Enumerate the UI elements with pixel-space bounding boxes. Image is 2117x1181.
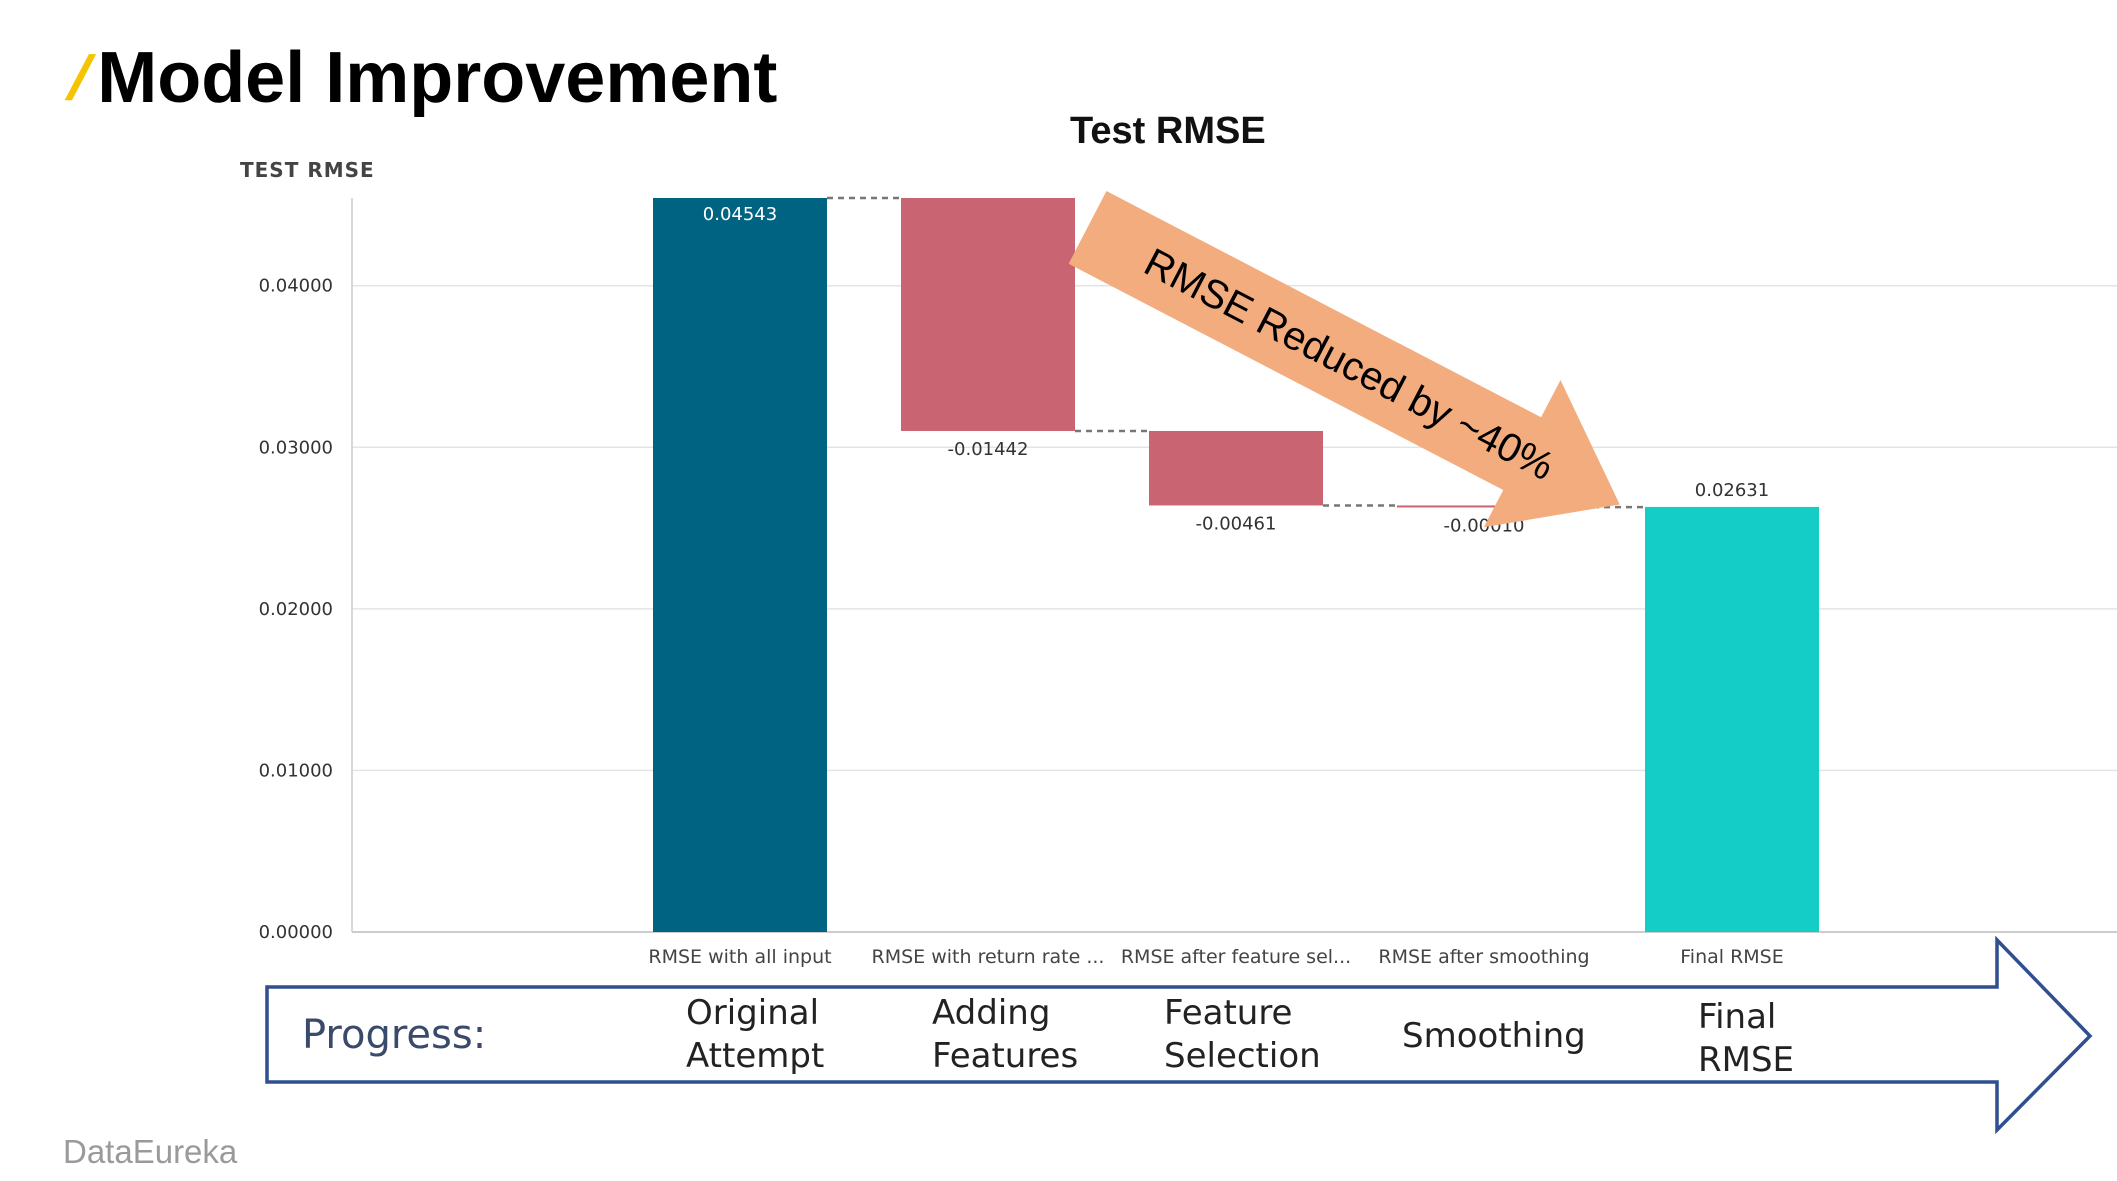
reduction-arrow-shape bbox=[1068, 191, 1620, 528]
gridlines bbox=[351, 196, 2117, 933]
footer-brand: DataEureka bbox=[63, 1133, 238, 1170]
reduction-arrow: RMSE Reduced by ~40% bbox=[1068, 191, 1620, 528]
progress-step-label: Attempt bbox=[686, 1036, 824, 1076]
progress-label: Progress: bbox=[302, 1012, 486, 1058]
y-tick-label: 0.01000 bbox=[259, 760, 333, 781]
progress-step-label: Adding bbox=[932, 993, 1050, 1033]
slide-title: / Model Improvement bbox=[65, 28, 778, 128]
y-tick-label: 0.00000 bbox=[259, 922, 333, 943]
x-category-label: Final RMSE bbox=[1680, 946, 1784, 968]
progress-arrow bbox=[265, 935, 2093, 1135]
progress-step-label: Original bbox=[686, 993, 819, 1033]
progress-step-label: Features bbox=[932, 1036, 1078, 1076]
y-tick-label: 0.04000 bbox=[259, 276, 333, 297]
y-tick-label: 0.02000 bbox=[259, 599, 333, 620]
chart-labels: TEST RMSE 0.00000 0.01000 0.02000 0.03000 0.0… bbox=[240, 158, 1784, 968]
bar-total bbox=[653, 198, 827, 932]
bar-decrease bbox=[901, 198, 1075, 431]
progress-step-label: Selection bbox=[1164, 1036, 1321, 1076]
progress-step-label: Final bbox=[1698, 997, 1776, 1037]
progress-step-label: Feature bbox=[1164, 993, 1292, 1033]
bar-value-label: -0.01442 bbox=[948, 439, 1029, 460]
y-axis-title: TEST RMSE bbox=[240, 158, 375, 182]
x-category-label: RMSE with return rate ... bbox=[872, 946, 1105, 968]
bar-decrease bbox=[1149, 430, 1323, 506]
bar-value-label: -0.00461 bbox=[1196, 513, 1277, 534]
slide-title-text: Model Improvement bbox=[97, 38, 778, 118]
progress-step-label: Smoothing bbox=[1402, 1016, 1586, 1056]
bar-total bbox=[1645, 506, 1819, 932]
bar-value-label: 0.04543 bbox=[703, 204, 777, 225]
x-category-label: RMSE after feature sel... bbox=[1121, 946, 1351, 968]
chart-title: Test RMSE bbox=[1070, 110, 1266, 152]
y-tick-label: 0.03000 bbox=[259, 437, 333, 458]
bar-decrease bbox=[1397, 505, 1571, 508]
x-category-label: RMSE with all input bbox=[648, 946, 831, 968]
x-category-label: RMSE after smoothing bbox=[1378, 946, 1589, 968]
bars bbox=[653, 198, 1819, 932]
bar-value-label: 0.02631 bbox=[1695, 480, 1769, 501]
progress-step-label: RMSE bbox=[1698, 1040, 1794, 1080]
annotation-group: RMSE Reduced by ~40% bbox=[1068, 191, 1620, 528]
